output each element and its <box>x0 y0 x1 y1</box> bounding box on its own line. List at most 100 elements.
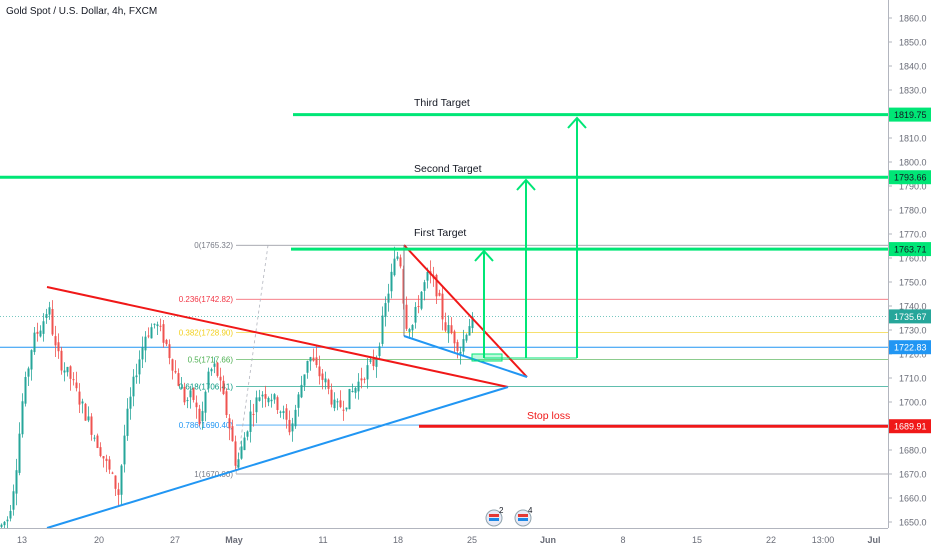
first-target-label: First Target <box>414 227 466 239</box>
fibonacci-retracement: 0(1765.32) 0.236(1742.82) 0.382(1728.90) 0.… <box>179 241 888 479</box>
candle-body <box>21 401 24 435</box>
time-tick-label: Jun <box>540 535 556 545</box>
candle-body <box>72 379 75 381</box>
candle-body <box>426 271 429 281</box>
candle-body <box>102 456 105 459</box>
candle-body <box>84 403 87 421</box>
time-axis: 13 20 27 May 11 18 25 Jun 8 15 22 13:00 Jul <box>0 528 888 550</box>
candle-body <box>384 303 387 317</box>
price-tick-label: 1660.0 <box>899 494 927 504</box>
price-axis-bg <box>888 0 932 550</box>
candle-body <box>105 458 108 461</box>
candle-body <box>93 437 96 439</box>
price-tick-label: 1700.0 <box>899 398 927 408</box>
candle-body <box>162 324 165 343</box>
time-tick-label: 11 <box>318 535 327 545</box>
event-badge[interactable]: 2 <box>485 506 504 527</box>
candle-body <box>231 426 234 442</box>
price-tick-label: 1840.0 <box>899 62 927 72</box>
candle-body <box>381 315 384 344</box>
candle-body <box>270 399 273 402</box>
candle-body <box>186 400 189 402</box>
candle-body <box>354 387 357 393</box>
candle-body <box>123 435 126 465</box>
price-tick-label: 1680.0 <box>899 446 927 456</box>
fib-level-label: 0.5(1717.66) <box>188 356 234 365</box>
candle-body <box>6 519 9 522</box>
candle-body <box>147 335 150 337</box>
time-tick-label: 27 <box>170 535 180 545</box>
candle-body <box>144 336 147 351</box>
time-tick-label: 15 <box>692 535 702 545</box>
candle-body <box>318 366 321 377</box>
time-tick-label: 8 <box>620 535 625 545</box>
candle-body <box>36 331 39 334</box>
third-target-arrow <box>567 116 587 358</box>
event-badge[interactable]: 4 <box>514 506 533 527</box>
candle-body <box>297 394 300 408</box>
candle-body <box>87 416 90 421</box>
candle-body <box>291 423 294 432</box>
candle-body <box>303 374 306 386</box>
candle-body <box>192 388 195 400</box>
wedge-upper-line <box>403 244 528 378</box>
triangle-upper-line <box>46 286 509 388</box>
fib-level-label: 0.618(1706.41) <box>179 383 234 392</box>
event-count: 4 <box>528 506 533 515</box>
price-tick-label: 1780.0 <box>899 206 927 216</box>
candle-body <box>462 339 465 352</box>
candle-body <box>153 323 156 325</box>
candle-body <box>387 293 390 303</box>
candle-body <box>285 408 288 420</box>
candle-body <box>120 465 123 495</box>
price-label-text: 1722.83 <box>894 343 927 353</box>
price-tick-label: 1860.0 <box>899 14 927 24</box>
price-tick-label: 1770.0 <box>899 230 927 240</box>
candle-body <box>27 368 30 377</box>
candle-body <box>24 377 27 404</box>
price-tick-label: 1810.0 <box>899 134 927 144</box>
candle-body <box>201 411 204 422</box>
candle-body <box>141 347 144 360</box>
candle-body <box>228 418 231 429</box>
candle-body <box>339 400 342 408</box>
candle-body <box>18 433 21 473</box>
candle-body <box>66 366 69 373</box>
candle-body <box>132 376 135 397</box>
candle-body <box>177 373 180 386</box>
candle-body <box>183 386 186 403</box>
candle-body <box>195 402 198 408</box>
time-tick-label: May <box>225 535 243 545</box>
candle-body <box>30 350 33 370</box>
time-tick-label: Jul <box>867 535 880 545</box>
price-axis-label: 1722.83 <box>889 340 931 355</box>
candle-body <box>261 394 264 397</box>
price-tick-label: 1730.0 <box>899 326 927 336</box>
candle-body <box>441 293 444 320</box>
arrow-head <box>516 178 536 191</box>
candle-body <box>420 291 423 309</box>
candle-body <box>0 524 3 527</box>
candle-body <box>126 408 129 436</box>
candle-body <box>468 326 471 336</box>
candle-body <box>363 378 366 380</box>
candle-body <box>216 362 219 376</box>
price-axis-label: 1793.66 <box>889 170 931 185</box>
candle-body <box>168 344 171 359</box>
candle-body <box>456 342 459 351</box>
candle-body <box>3 521 6 526</box>
flag-stripe-blue <box>518 518 528 521</box>
candle-body <box>423 282 426 291</box>
time-tick-label: 25 <box>467 535 477 545</box>
candle-body <box>207 371 210 389</box>
candle-body <box>90 416 93 435</box>
candle-body <box>447 325 450 334</box>
candle-body <box>159 325 162 327</box>
wedge-lower-line <box>403 335 528 378</box>
price-axis-label: 1819.75 <box>889 107 931 122</box>
fib-level-label: 0.382(1728.90) <box>179 329 234 338</box>
flag-stripe-blue <box>489 518 499 521</box>
price-tick-label: 1800.0 <box>899 158 927 168</box>
